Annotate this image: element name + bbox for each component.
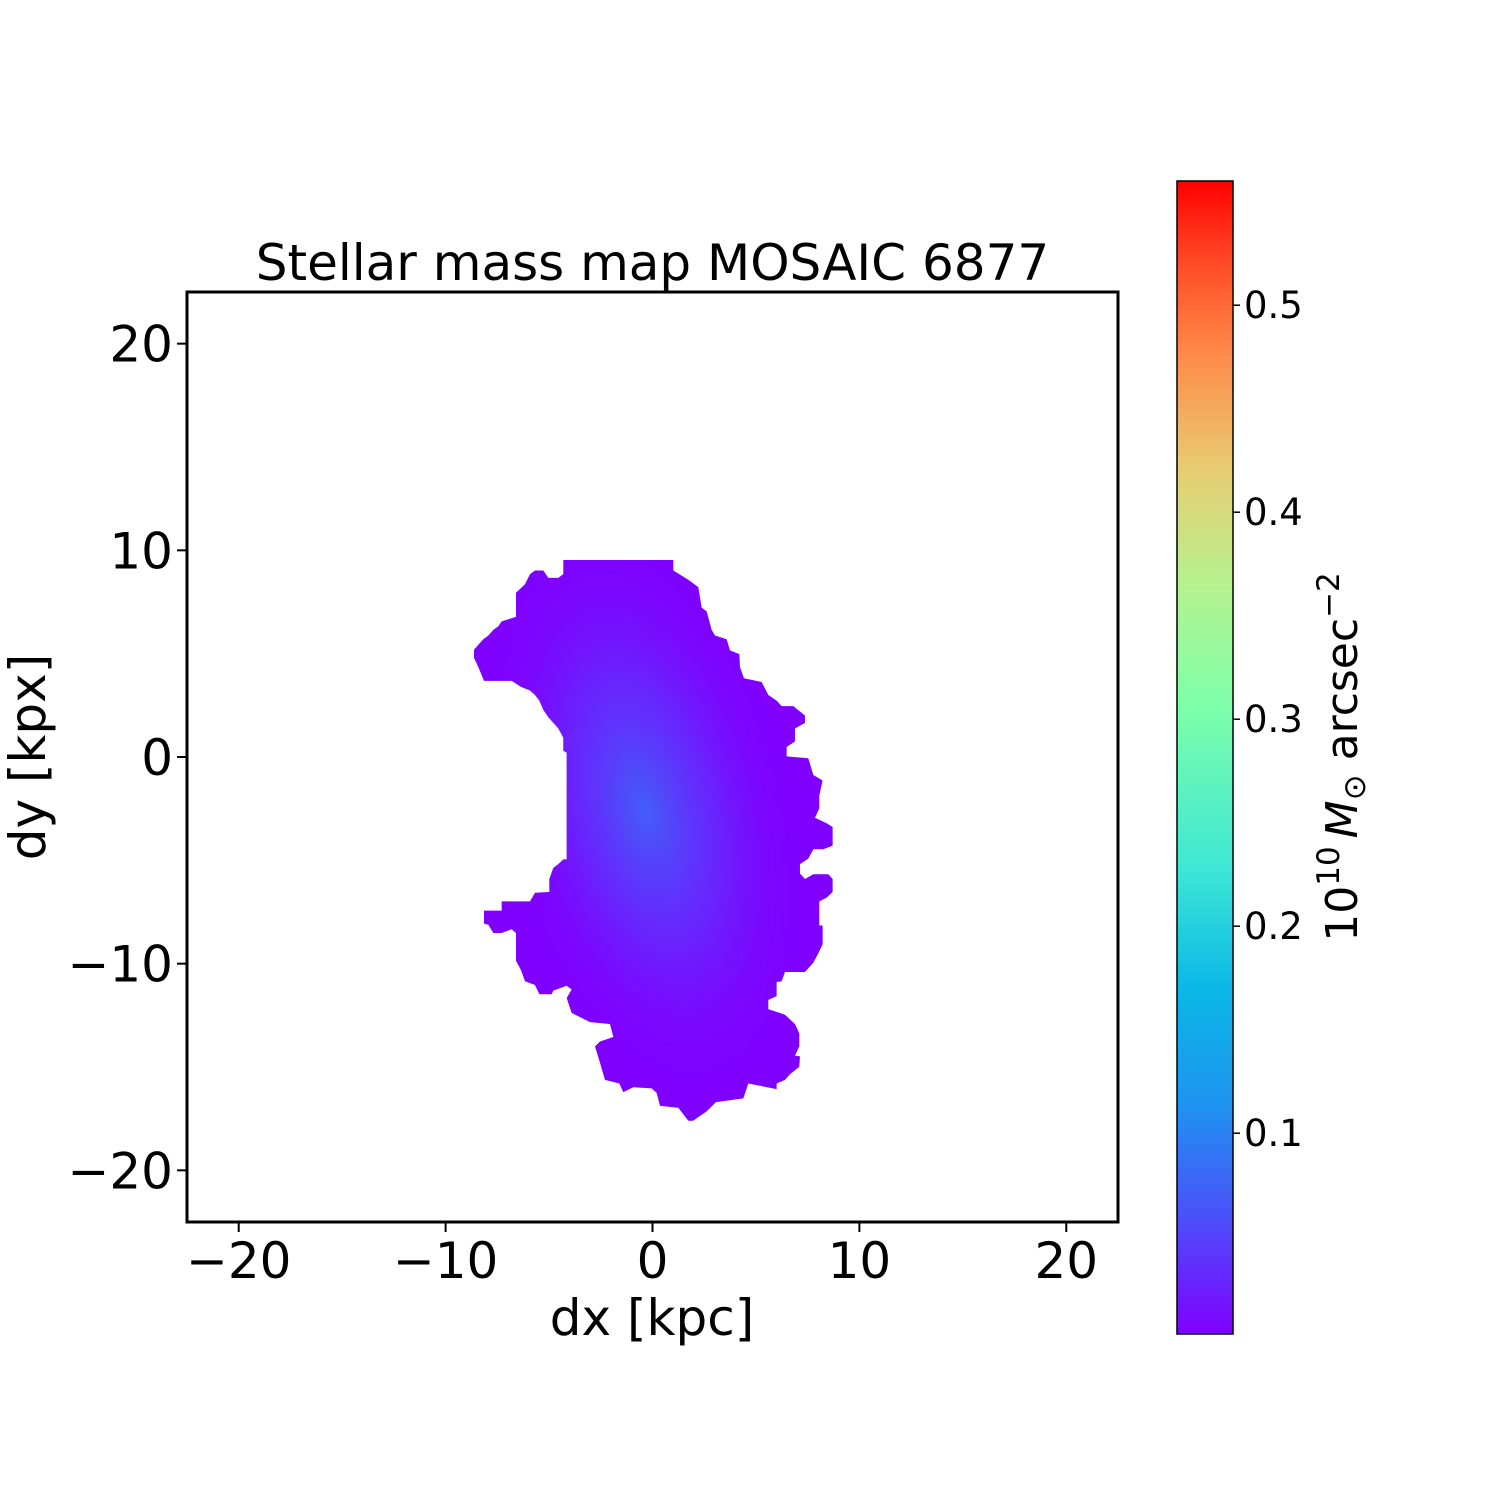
colorbar-tick-label: 0.4 <box>1244 491 1303 534</box>
colorbar-tick-label: 0.5 <box>1244 284 1303 327</box>
colorbar-label-base: 10 <box>1317 886 1368 942</box>
y-tick-label: 10 <box>109 522 173 580</box>
x-axis: −20 −10 0 10 20 <box>186 1222 1098 1290</box>
heatmap-core <box>606 722 690 858</box>
colorbar-tick-label: 0.3 <box>1244 698 1303 741</box>
x-tick-label: 20 <box>1034 1232 1098 1290</box>
colorbar-tick-label: 0.1 <box>1244 1112 1303 1155</box>
colorbar-axis: 0.1 0.2 0.3 0.4 0.5 <box>1233 284 1303 1155</box>
colorbar-label-unit-exp: −2 <box>1311 572 1347 618</box>
colorbar-tick-label: 0.2 <box>1244 905 1303 948</box>
x-axis-label: dx [kpc] <box>550 1289 754 1347</box>
x-tick-label: −10 <box>393 1232 499 1290</box>
x-tick-label: 10 <box>828 1232 892 1290</box>
y-tick-label: −20 <box>67 1142 173 1200</box>
colorbar-label-sub: ⊙ <box>1337 774 1373 800</box>
y-axis-label: dy [kpx] <box>0 654 57 861</box>
y-tick-label: 20 <box>109 316 173 374</box>
colorbar-label-exp: 10 <box>1311 846 1347 885</box>
y-axis: −20 −10 0 10 20 <box>67 316 187 1200</box>
colorbar-label-unit: arcsec <box>1317 618 1368 774</box>
y-tick-label: −10 <box>67 936 173 994</box>
x-tick-label: 0 <box>637 1232 669 1290</box>
heatmap-image <box>473 560 833 1121</box>
colorbar-label-symbol: M <box>1317 800 1368 838</box>
chart-title: Stellar mass map MOSAIC 6877 <box>256 234 1049 292</box>
colorbar-label: 1010 M⊙ arcsec−2 <box>1311 572 1373 942</box>
x-tick-label: −20 <box>186 1232 292 1290</box>
colorbar <box>1176 180 1234 1335</box>
y-tick-label: 0 <box>141 729 173 787</box>
